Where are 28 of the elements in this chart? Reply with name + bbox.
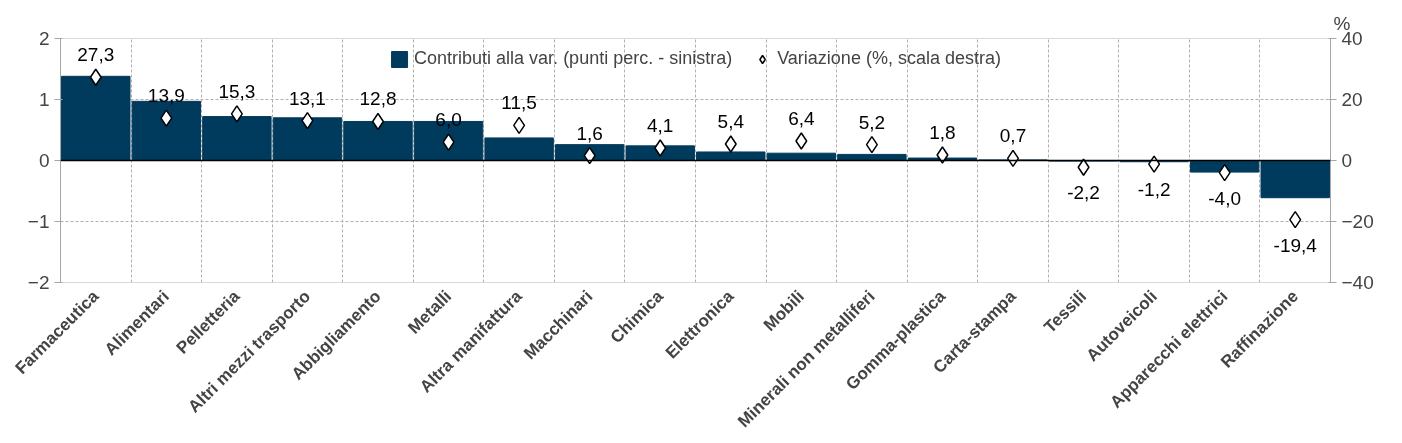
y-tick-label: −1: [27, 211, 50, 232]
y-tick-label: 0: [38, 150, 50, 171]
data-label: 15,3: [218, 80, 256, 102]
y2-tick-label: −20: [1341, 211, 1374, 232]
data-label: 4,1: [647, 115, 674, 136]
data-label: -4,0: [1208, 187, 1242, 209]
data-label: 6,4: [788, 107, 815, 129]
y2-tick-label: 0: [1341, 150, 1353, 171]
data-label: 0,7: [999, 125, 1027, 147]
data-label: 1,6: [576, 122, 603, 144]
data-label: -1,2: [1137, 179, 1171, 201]
legend-label: Variazione (%, scala destra): [777, 48, 1001, 69]
data-label: -2,2: [1067, 182, 1100, 204]
data-label: 11,5: [501, 92, 537, 114]
data-label: 12,8: [359, 88, 397, 110]
data-label: 5,2: [858, 111, 886, 133]
legend-label: Contributi alla var. (punti perc. - sinistra): [414, 48, 733, 69]
data-label: -19,4: [1273, 234, 1318, 256]
data-label: 5,4: [717, 111, 745, 133]
data-label: 1,8: [929, 122, 956, 144]
y2-tick-label: −40: [1341, 272, 1374, 293]
y-tick-label: −2: [27, 272, 50, 293]
data-label: 13,9: [147, 85, 185, 107]
data-label: 13,1: [288, 87, 326, 109]
y-tick-label: 1: [38, 89, 50, 110]
data-label: 27,3: [77, 44, 115, 66]
y2-tick-label: 20: [1341, 89, 1363, 110]
y-tick-label: 2: [38, 28, 50, 49]
